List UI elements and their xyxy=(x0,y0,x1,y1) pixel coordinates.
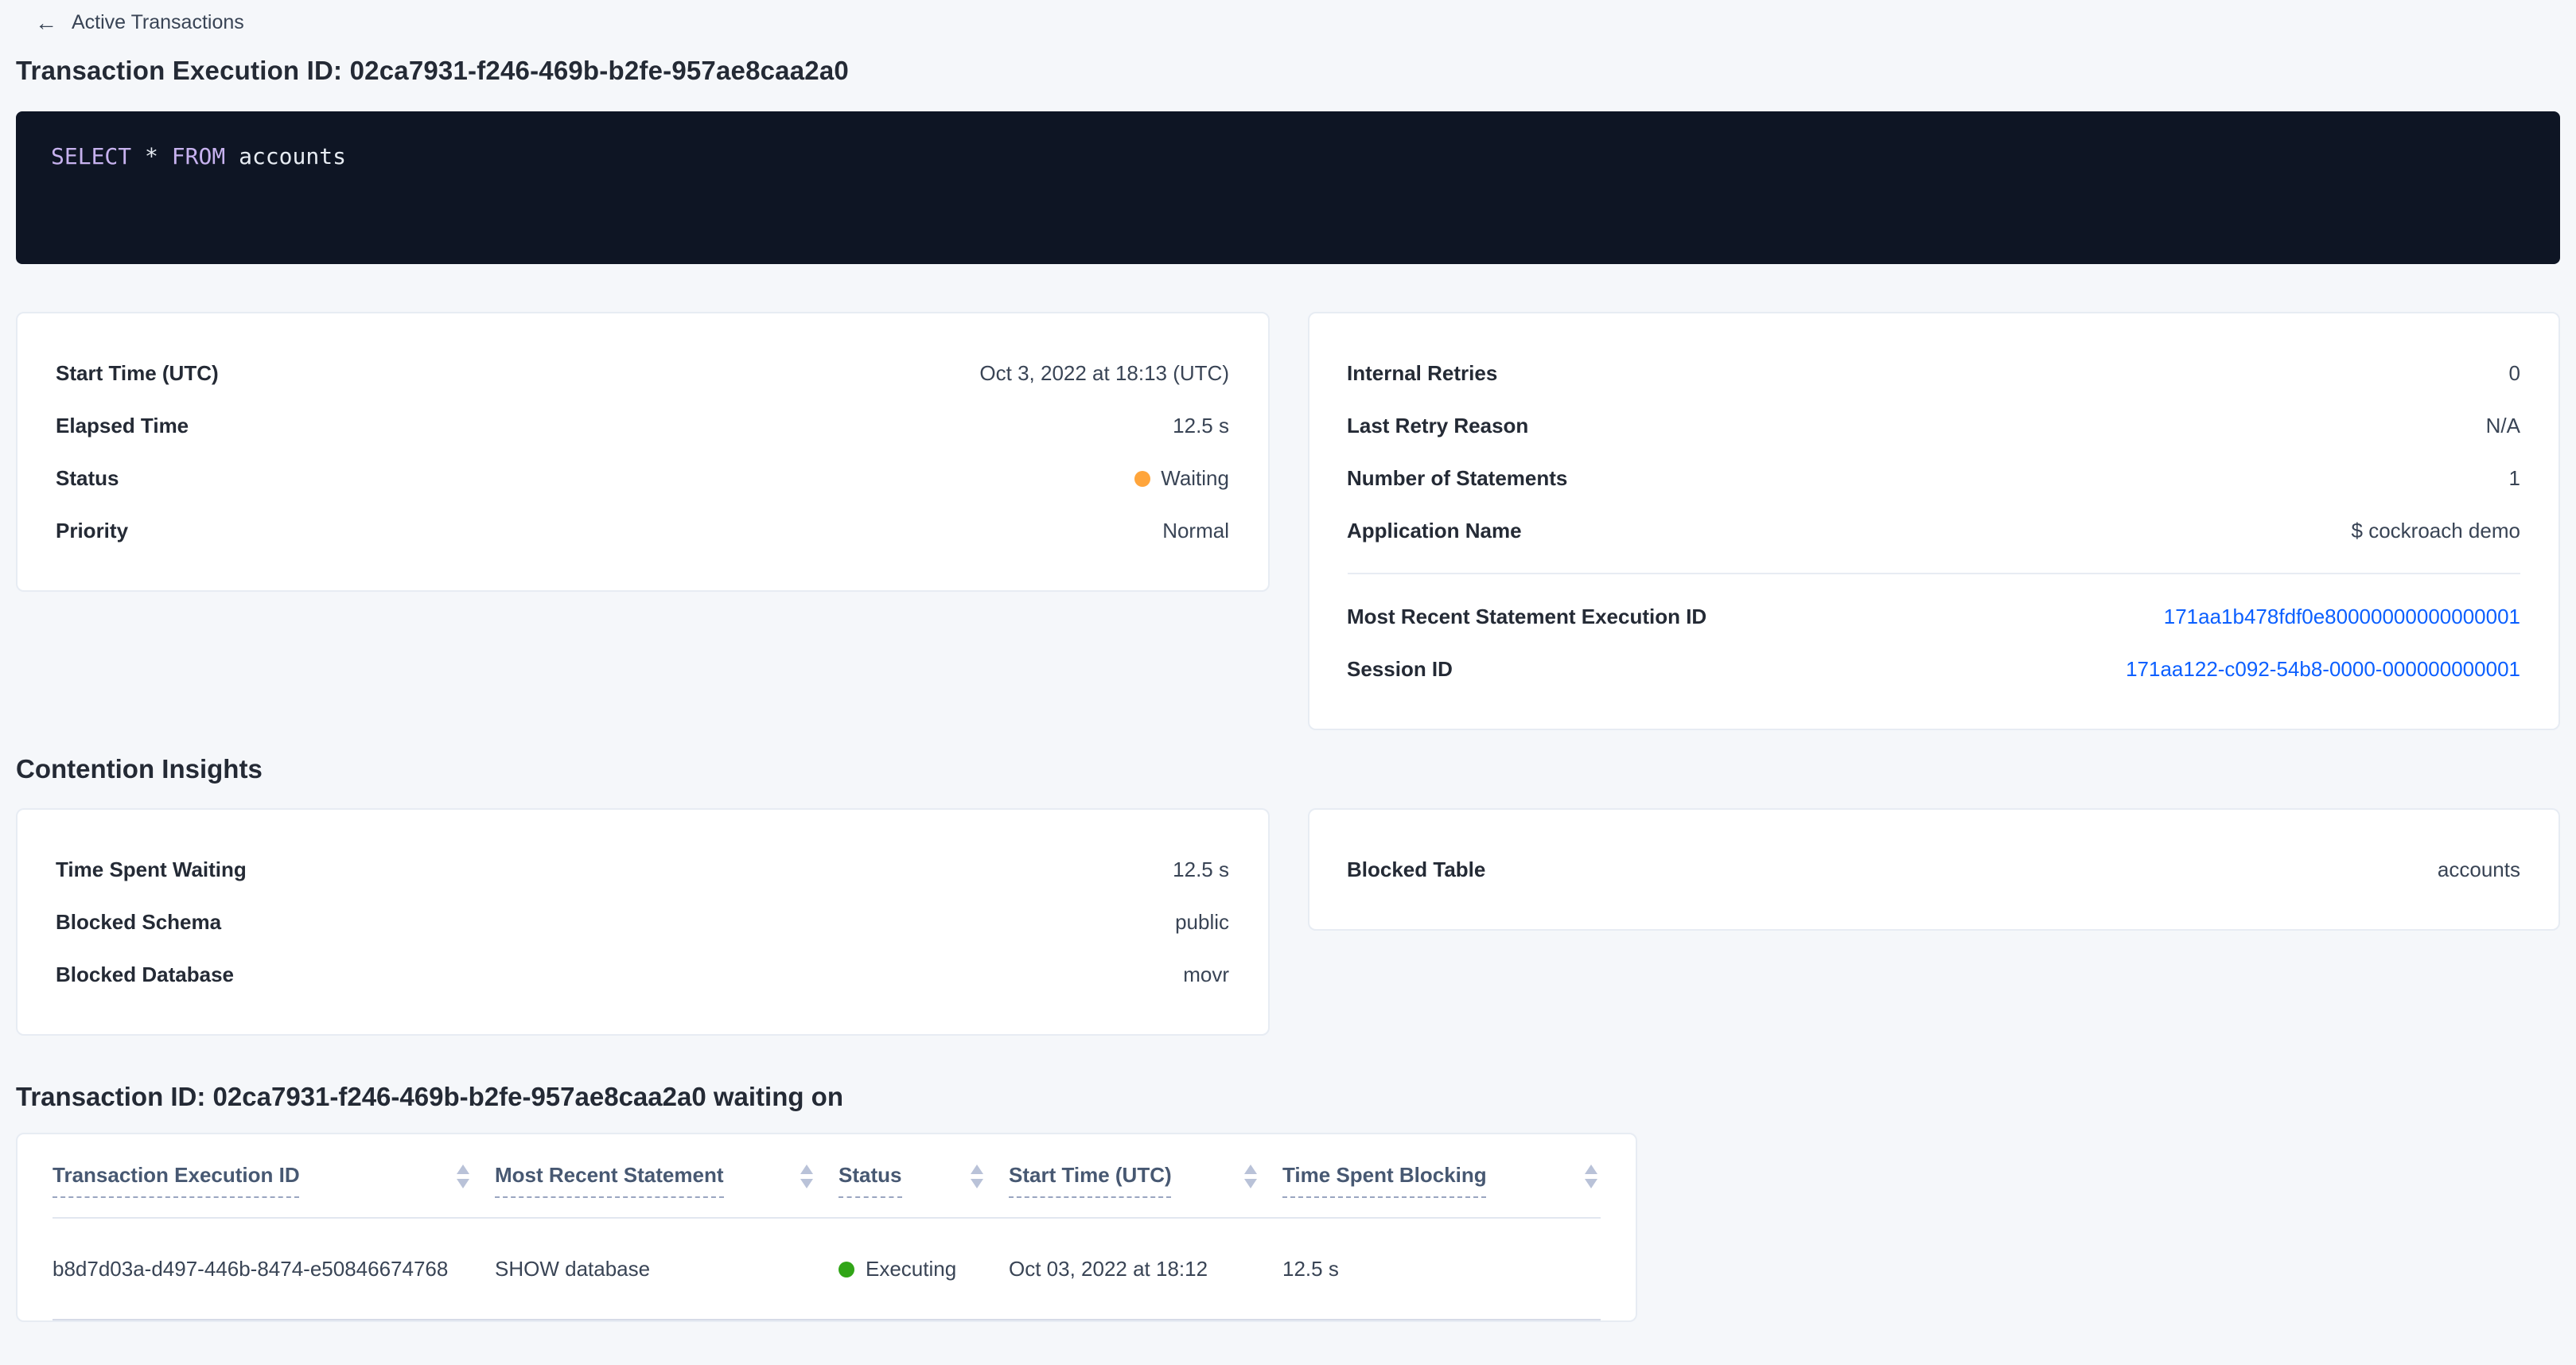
time-spent-waiting-value: 12.5 s xyxy=(1173,858,1229,881)
elapsed-time-row: Elapsed Time 12.5 s xyxy=(56,399,1229,452)
blocked-table-value: accounts xyxy=(2437,858,2520,881)
blocked-schema-row: Blocked Schema public xyxy=(56,896,1229,948)
last-retry-reason-value: N/A xyxy=(2485,414,2520,438)
time-spent-waiting-row: Time Spent Waiting 12.5 s xyxy=(56,843,1229,896)
sql-keyword-select: SELECT xyxy=(51,145,132,170)
priority-value: Normal xyxy=(1162,519,1229,542)
statement-execution-id-link[interactable]: 171aa1b478fdf0e80000000000000001 xyxy=(2163,605,2520,628)
blocked-schema-value: public xyxy=(1175,910,1229,934)
cell-transaction-execution-id: b8d7d03a-d497-446b-8474-e50846674768 xyxy=(53,1257,449,1281)
transaction-details-row: Start Time (UTC) Oct 3, 2022 at 18:13 (U… xyxy=(16,312,2560,730)
sql-keyword-from: FROM xyxy=(171,145,226,170)
back-arrow-icon: ← xyxy=(35,10,57,35)
session-id-row: Session ID 171aa122-c092-54b8-0000-00000… xyxy=(1347,643,2520,695)
table-row: b8d7d03a-d497-446b-8474-e50846674768 SHO… xyxy=(53,1219,1601,1320)
start-time-label: Start Time (UTC) xyxy=(56,361,219,385)
blocked-database-row: Blocked Database movr xyxy=(56,948,1229,1001)
status-label: Status xyxy=(56,466,119,490)
contention-insights-heading: Contention Insights xyxy=(16,756,263,784)
internal-retries-value: 0 xyxy=(2508,361,2520,385)
blocked-table-label: Blocked Table xyxy=(1347,858,1486,881)
blocked-database-value: movr xyxy=(1183,962,1229,986)
blocked-database-label: Blocked Database xyxy=(56,962,234,986)
status-value: Waiting xyxy=(1134,466,1229,490)
statement-execution-id-label: Most Recent Statement Execution ID xyxy=(1347,605,1707,628)
column-header-transaction-execution-id[interactable]: Transaction Execution ID xyxy=(53,1134,495,1217)
last-retry-reason-row: Last Retry Reason N/A xyxy=(1347,399,2520,452)
sort-icon[interactable] xyxy=(1585,1164,1597,1188)
transaction-summary-card: Start Time (UTC) Oct 3, 2022 at 18:13 (U… xyxy=(16,312,1269,592)
waiting-on-heading: Transaction ID: 02ca7931-f246-469b-b2fe-… xyxy=(16,1083,843,1112)
sort-icon[interactable] xyxy=(800,1164,813,1188)
contention-details-card: Time Spent Waiting 12.5 s Blocked Schema… xyxy=(16,808,1269,1036)
session-id-label: Session ID xyxy=(1347,657,1453,681)
back-link-label: Active Transactions xyxy=(72,11,244,33)
page-title: Transaction Execution ID: 02ca7931-f246-… xyxy=(16,57,849,86)
cell-time-spent-blocking: 12.5 s xyxy=(1282,1257,1339,1281)
transaction-metadata-card: Internal Retries 0 Last Retry Reason N/A… xyxy=(1307,312,2560,730)
sort-icon[interactable] xyxy=(971,1164,983,1188)
executing-status-text: Executing xyxy=(866,1257,957,1281)
column-label: Most Recent Statement xyxy=(495,1163,724,1198)
status-text: Waiting xyxy=(1161,466,1229,490)
elapsed-time-value: 12.5 s xyxy=(1173,414,1229,438)
elapsed-time-label: Elapsed Time xyxy=(56,414,189,438)
cell-status: Executing xyxy=(839,1219,1009,1319)
column-header-status[interactable]: Status xyxy=(839,1134,1009,1217)
status-row: Status Waiting xyxy=(56,452,1229,504)
column-label: Start Time (UTC) xyxy=(1009,1163,1172,1198)
sort-icon[interactable] xyxy=(1244,1164,1257,1188)
column-label: Time Spent Blocking xyxy=(1282,1163,1487,1198)
blocked-table-card: Blocked Table accounts xyxy=(1307,808,2560,931)
application-name-value: $ cockroach demo xyxy=(2351,519,2520,542)
statement-execution-id-row: Most Recent Statement Execution ID 171aa… xyxy=(1347,590,2520,643)
contention-insights-row: Time Spent Waiting 12.5 s Blocked Schema… xyxy=(16,808,2560,1036)
number-of-statements-row: Number of Statements 1 xyxy=(1347,452,2520,504)
back-link-active-transactions[interactable]: ← Active Transactions xyxy=(0,0,244,33)
column-header-time-spent-blocking[interactable]: Time Spent Blocking xyxy=(1282,1134,1601,1217)
cell-most-recent-statement: SHOW database xyxy=(495,1257,651,1281)
waiting-status-dot-icon xyxy=(1134,470,1150,486)
column-header-start-time[interactable]: Start Time (UTC) xyxy=(1009,1134,1282,1217)
number-of-statements-label: Number of Statements xyxy=(1347,466,1568,490)
waiting-on-table-header: Transaction Execution ID Most Recent Sta… xyxy=(53,1134,1601,1219)
blocked-table-row: Blocked Table accounts xyxy=(1347,843,2520,896)
sort-icon[interactable] xyxy=(457,1164,469,1188)
internal-retries-row: Internal Retries 0 xyxy=(1347,347,2520,399)
priority-row: Priority Normal xyxy=(56,504,1229,557)
column-label: Status xyxy=(839,1163,902,1198)
application-name-row: Application Name $ cockroach demo xyxy=(1347,504,2520,557)
cell-start-time: Oct 03, 2022 at 18:12 xyxy=(1009,1257,1208,1281)
waiting-on-table: Transaction Execution ID Most Recent Sta… xyxy=(16,1133,1637,1322)
time-spent-waiting-label: Time Spent Waiting xyxy=(56,858,247,881)
card-divider xyxy=(1347,573,2520,574)
priority-label: Priority xyxy=(56,519,129,542)
last-retry-reason-label: Last Retry Reason xyxy=(1347,414,1529,438)
start-time-row: Start Time (UTC) Oct 3, 2022 at 18:13 (U… xyxy=(56,347,1229,399)
blocked-schema-label: Blocked Schema xyxy=(56,910,222,934)
sql-table-name: accounts xyxy=(239,145,346,170)
number-of-statements-value: 1 xyxy=(2508,466,2520,490)
sql-statement-viewer: SELECT * FROM accounts xyxy=(16,111,2560,264)
session-id-link[interactable]: 171aa122-c092-54b8-0000-000000000001 xyxy=(2126,657,2520,681)
executing-status-dot-icon xyxy=(839,1261,854,1277)
internal-retries-label: Internal Retries xyxy=(1347,361,1498,385)
start-time-value: Oct 3, 2022 at 18:13 (UTC) xyxy=(979,361,1229,385)
column-header-most-recent-statement[interactable]: Most Recent Statement xyxy=(495,1134,839,1217)
application-name-label: Application Name xyxy=(1347,519,1522,542)
sql-star: * xyxy=(145,145,158,170)
column-label: Transaction Execution ID xyxy=(53,1163,300,1198)
